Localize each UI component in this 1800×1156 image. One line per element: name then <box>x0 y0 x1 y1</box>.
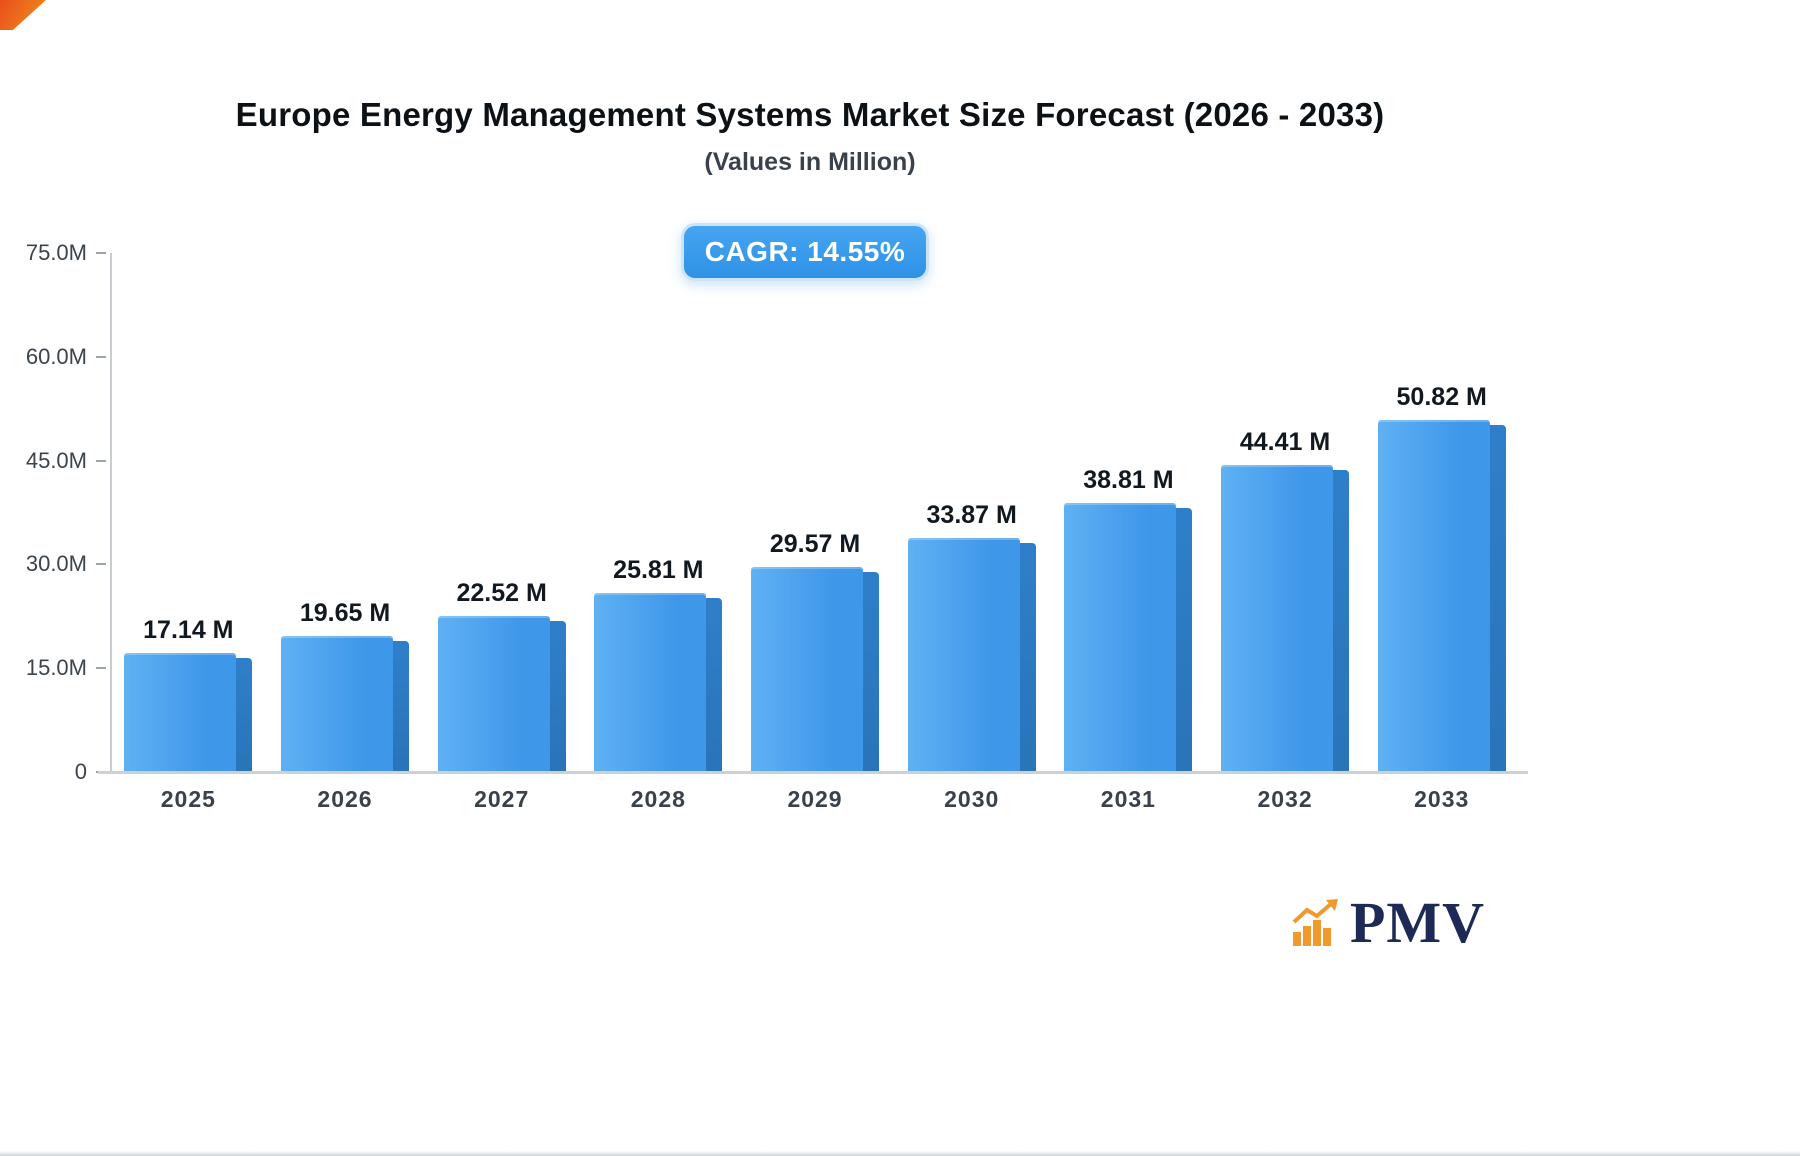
x-axis-label-2029: 2029 <box>787 786 843 812</box>
y-tick: 45.0M <box>26 448 106 474</box>
bar-2030 <box>907 538 1036 772</box>
bar-value-label: 50.82 M <box>1396 383 1487 411</box>
bar-value-label: 38.81 M <box>1083 466 1174 494</box>
bar-group-2029: 29.57 M <box>737 253 894 772</box>
bar-2029 <box>751 567 880 772</box>
x-axis-label-2032: 2032 <box>1257 786 1313 812</box>
x-axis-line <box>98 771 1528 774</box>
bar-face <box>1221 465 1334 772</box>
x-axis-labels: 2025 2026 2027 2028 2029 2030 2031 2032 2033 <box>110 786 1520 813</box>
y-tick-label: 30.0M <box>25 551 87 577</box>
bar-side <box>1333 470 1350 772</box>
bar-side <box>863 572 880 772</box>
bar-group-2031: 38.81 M <box>1050 253 1207 772</box>
y-axis: 75.0M 60.0M 45.0M 30.0M 15.0M 0 <box>0 240 106 784</box>
bar-face <box>594 593 707 772</box>
bar-side <box>1176 508 1193 772</box>
y-tick-label: 0 <box>74 759 87 784</box>
y-tick-mark <box>96 563 106 566</box>
y-tick-mark <box>96 459 106 462</box>
bar-side <box>1019 543 1036 772</box>
x-axis-label-2033: 2033 <box>1414 786 1470 812</box>
y-tick-mark <box>96 667 106 670</box>
bar-value-label: 19.65 M <box>299 599 391 627</box>
bar-group-2027: 22.52 M <box>423 253 580 772</box>
bar-face <box>1377 420 1490 772</box>
bar-group-2030: 33.87 M <box>893 253 1050 772</box>
y-tick: 15.0M <box>26 655 106 681</box>
bar-side <box>1489 425 1506 772</box>
y-tick: 75.0M <box>26 240 106 266</box>
bar-group-2032: 44.41 M <box>1207 253 1364 772</box>
x-axis-label-2026: 2026 <box>317 786 373 812</box>
x-axis-label-2031: 2031 <box>1100 786 1156 812</box>
bar-face <box>751 567 864 772</box>
x-axis-label-2025: 2025 <box>160 786 216 812</box>
bar-side <box>549 621 566 772</box>
bar-side <box>706 598 723 772</box>
bar-2031 <box>1064 503 1193 772</box>
y-tick-label: 15.0M <box>25 655 87 681</box>
y-tick-label: 45.0M <box>25 447 87 473</box>
bar-2032 <box>1221 465 1350 772</box>
x-axis-label-2027: 2027 <box>474 786 530 812</box>
y-tick-mark <box>96 355 106 358</box>
chart-title: Europe Energy Management Systems Market … <box>235 96 1385 133</box>
bar-value-label: 44.41 M <box>1239 428 1331 456</box>
corner-mark <box>0 0 46 30</box>
bottom-edge <box>0 1151 1800 1156</box>
x-axis-label-2028: 2028 <box>630 786 686 812</box>
y-tick-label: 60.0M <box>25 343 87 369</box>
bar-value-label: 29.57 M <box>769 530 861 558</box>
bar-face <box>124 653 237 772</box>
bar-face <box>281 636 393 772</box>
bar-value-label: 17.14 M <box>143 616 234 644</box>
plot-area: 17.14 M 19.65 M 22.52 M 25.81 M 29.57 M 33.87… <box>98 253 1528 774</box>
bar-value-label: 22.52 M <box>456 579 547 607</box>
bars-container: 17.14 M 19.65 M 22.52 M 25.81 M 29.57 M 33.87… <box>110 253 1520 772</box>
y-tick-mark <box>96 252 106 254</box>
bar-face <box>1064 503 1177 772</box>
pmv-logo: PMV <box>1288 894 1485 952</box>
bar-face <box>437 616 550 772</box>
bar-side <box>393 641 409 772</box>
y-axis-line <box>110 253 112 772</box>
cagr-badge: CAGR: 14.55% <box>681 223 929 281</box>
bar-side <box>236 658 253 772</box>
bar-chart-icon <box>1292 899 1338 946</box>
bar-value-label: 33.87 M <box>926 501 1017 529</box>
bar-2027 <box>437 616 566 772</box>
bar-2026 <box>281 636 409 772</box>
bar-face <box>907 538 1020 772</box>
y-tick: 60.0M <box>26 344 106 370</box>
bar-2033 <box>1377 420 1506 772</box>
y-tick-label: 75.0M <box>25 240 87 265</box>
bar-group-2033: 50.82 M <box>1363 253 1520 772</box>
x-axis-label-2030: 2030 <box>944 786 1000 812</box>
bar-2025 <box>124 653 253 772</box>
bar-value-label: 25.81 M <box>613 556 704 584</box>
bar-2028 <box>594 593 723 772</box>
bar-group-2025: 17.14 M <box>110 253 267 772</box>
chart-subtitle: (Values in Million) <box>704 148 916 176</box>
cagr-label: CAGR: 14.55% <box>704 236 906 267</box>
bar-group-2028: 25.81 M <box>580 253 737 772</box>
bar-group-2026: 19.65 M <box>267 253 424 772</box>
y-tick: 30.0M <box>26 551 106 577</box>
logo-text: PMV <box>1350 890 1486 955</box>
